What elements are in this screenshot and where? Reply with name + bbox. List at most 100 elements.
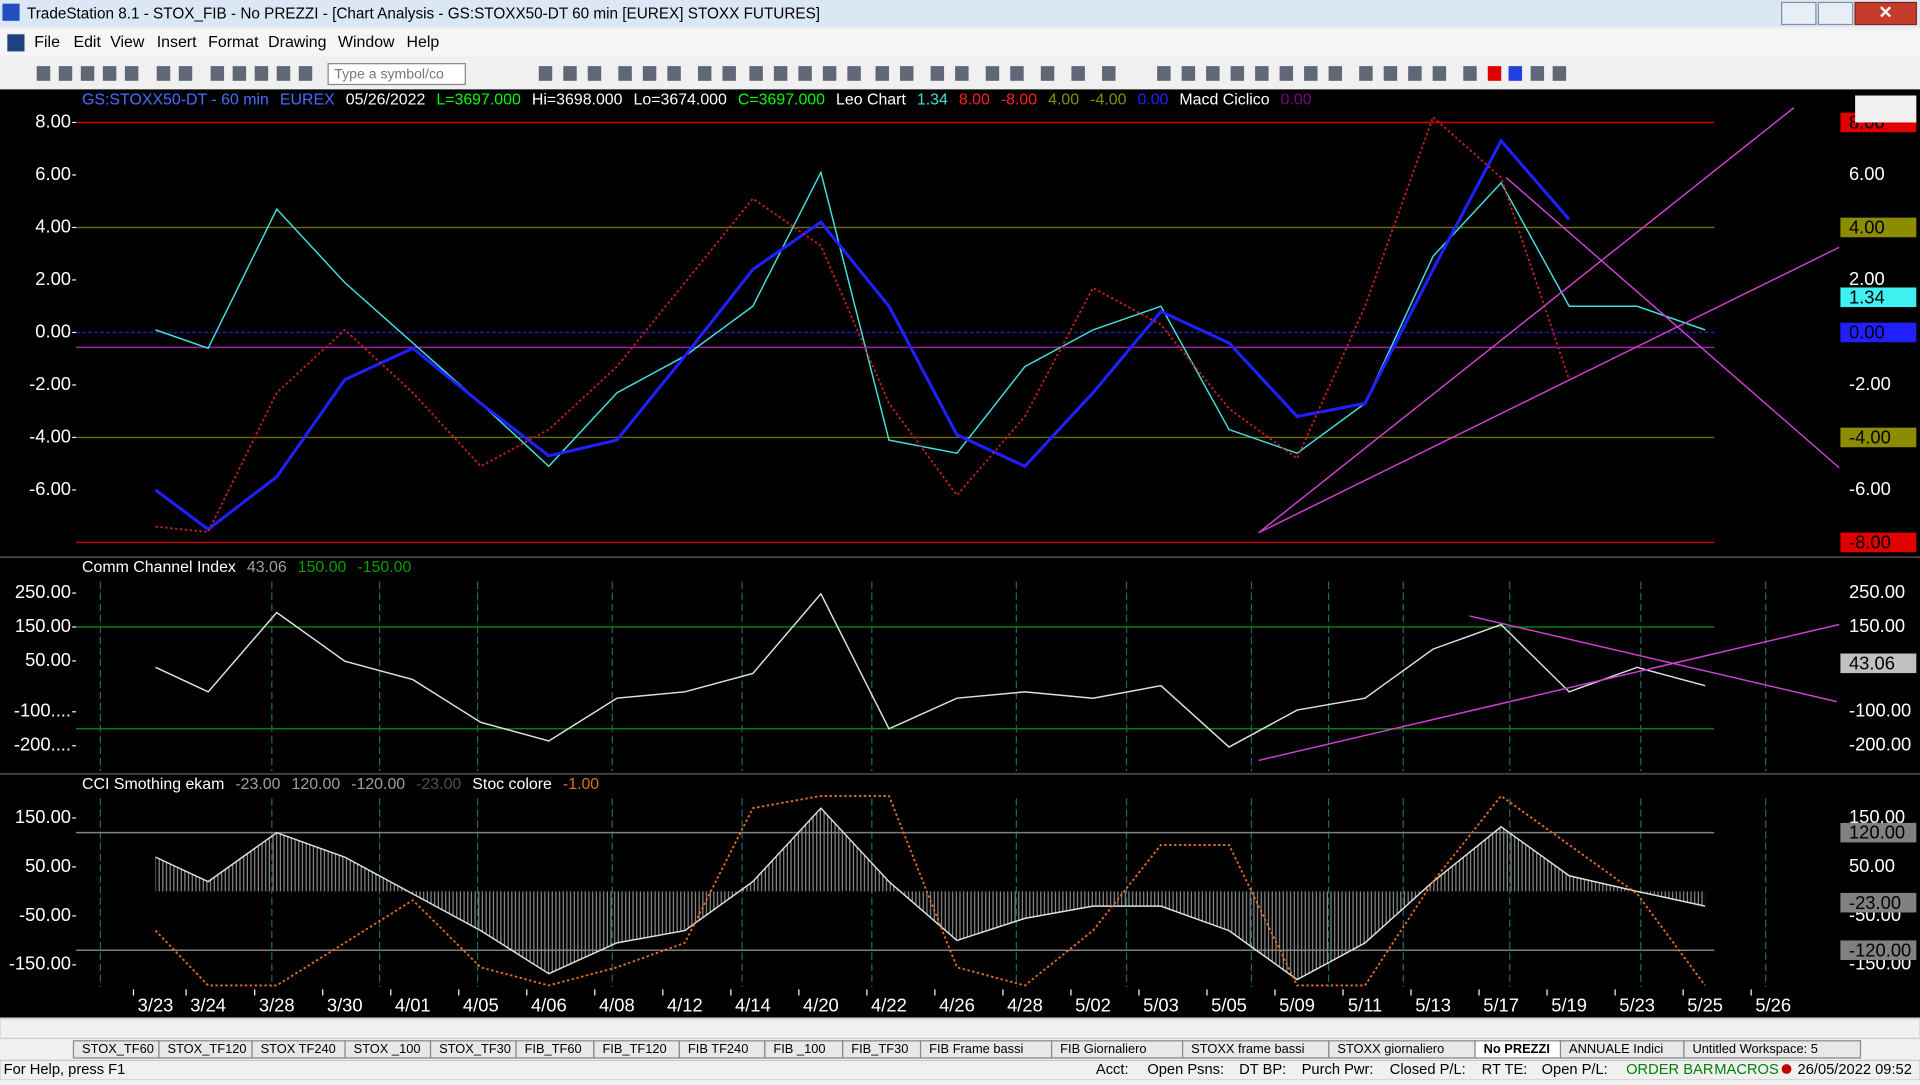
x-tick-label: 4/06: [531, 994, 567, 1015]
header-item: EUREX: [280, 92, 335, 109]
menu-item[interactable]: Insert: [157, 34, 197, 51]
menu-item[interactable]: View: [110, 34, 145, 51]
x-tick-label: 5/09: [1279, 994, 1315, 1015]
y-tick-label: 50.00: [25, 649, 71, 670]
value-box-label: 4.00: [1849, 217, 1885, 238]
header-item: 150.00: [298, 559, 347, 576]
series-line: [155, 170, 1706, 468]
menu-item[interactable]: Format: [208, 34, 259, 51]
tab-label: STOX _100: [354, 1041, 421, 1056]
x-tick-label: 5/13: [1415, 994, 1451, 1015]
tab-label: STOX_TF120: [168, 1041, 247, 1056]
y-tick-label: 6.00: [35, 163, 71, 184]
x-tick-label: 3/30: [327, 994, 363, 1015]
x-tick-label: 4/08: [599, 994, 635, 1015]
y-tick-label: -2.00: [29, 373, 71, 394]
y-tick-label: 150.00: [15, 806, 71, 827]
panel-header: Comm Channel Index 43.06 150.00 -150.00: [82, 559, 411, 576]
value-box: [1840, 217, 1917, 238]
y-tick-label: 8.00: [35, 110, 71, 131]
doc-icon: [7, 34, 25, 52]
tab-label: STOX TF240: [261, 1041, 336, 1056]
status-field: Closed P/L:: [1390, 1062, 1466, 1078]
tab-label: Untitled Workspace: 5: [1692, 1041, 1817, 1056]
y-tick-label: 50.00: [25, 855, 71, 876]
y-tick-label-right: -100.00: [1849, 700, 1911, 721]
x-tick-label: 5/02: [1075, 994, 1111, 1015]
x-tick-label: 4/05: [463, 994, 499, 1015]
header-item: 05/26/2022: [346, 92, 426, 109]
y-tick-label-right: 250.00: [1849, 581, 1905, 602]
value-box: [1840, 427, 1917, 448]
horizontal-scrollbar[interactable]: [0, 1018, 1920, 1039]
symbol-input[interactable]: [327, 63, 466, 86]
value-box: [1840, 892, 1917, 913]
menu-item[interactable]: File: [34, 34, 60, 51]
panel-header: CCI Smothing ekam -23.00 120.00 -120.00 -23.…: [82, 776, 599, 793]
y-tick-label: -4.00: [29, 425, 71, 446]
series-line: [155, 115, 1571, 533]
x-tick-label: 4/01: [395, 994, 431, 1015]
close-icon: ✕: [1879, 2, 1893, 22]
app-icon: [2, 3, 20, 21]
status-field: DT BP:: [1239, 1062, 1286, 1078]
x-tick-label: 4/22: [871, 994, 907, 1015]
x-tick-label: 4/28: [1007, 994, 1043, 1015]
charts: 8.00 6.00 4.00 2.00 0.00 -2.00 -4.00 -6.00 8.00 6…: [0, 92, 1920, 1015]
y-tick-label-right: -200.00: [1849, 734, 1911, 755]
value-box: [1840, 287, 1917, 308]
value-box-label: -23.00: [1849, 892, 1901, 913]
close-button[interactable]: [1854, 1, 1917, 26]
series-line: [154, 138, 1571, 532]
status-field: RT TE:: [1482, 1062, 1528, 1078]
value-box: [1840, 940, 1917, 960]
value-box: [1840, 322, 1917, 343]
histogram-area: [155, 808, 1706, 980]
y-tick-label-right: 150.00: [1849, 615, 1905, 636]
x-tick-label: 3/28: [259, 994, 295, 1015]
menu-item[interactable]: Edit: [73, 34, 101, 51]
tab-label: ANNUALE Indici: [1569, 1041, 1663, 1056]
header-item: 8.00: [959, 92, 990, 109]
x-tick-label: 5/23: [1619, 994, 1655, 1015]
sub-window-controls[interactable]: [1855, 95, 1917, 123]
tab-label: No PREZZI: [1484, 1041, 1550, 1056]
status-help: For Help, press F1: [4, 1062, 126, 1078]
menu-item[interactable]: Drawing: [268, 34, 326, 51]
y-tick-label: -50.00: [19, 904, 71, 925]
macros[interactable]: MACROS: [1714, 1062, 1779, 1078]
value-box-label: -120.00: [1849, 939, 1911, 960]
value-box-label: 120.00: [1849, 822, 1905, 843]
y-tick-label-right: 150.00: [1849, 806, 1905, 827]
minimize-button[interactable]: [1781, 1, 1817, 26]
header-item: GS:STOXX50-DT - 60 min: [82, 92, 269, 109]
value-box-label: -4.00: [1849, 427, 1891, 448]
series-line: [155, 592, 1706, 748]
menu-item[interactable]: Help: [407, 34, 440, 51]
header-item: 120.00: [292, 776, 341, 793]
y-tick-label-right: -6.00: [1849, 478, 1891, 499]
tab-label: FIB _100: [773, 1041, 825, 1056]
value-box-label: 1.34: [1849, 286, 1885, 307]
x-tick-label: 5/05: [1211, 994, 1247, 1015]
header-item: 4.00: [1048, 92, 1079, 109]
menu: File Edit View Insert Format Drawing Window Hel…: [34, 34, 439, 51]
status-led: [1781, 1064, 1792, 1074]
tab-label: FIB_TF30: [851, 1041, 908, 1056]
tab[interactable]: [1683, 1040, 1862, 1059]
toolbar-icons: [36, 66, 1567, 81]
value-box-label: 43.06: [1849, 652, 1895, 673]
panel-header: GS:STOXX50-DT - 60 min EUREX 05/26/2022 L=3…: [82, 92, 1312, 109]
y-tick-label: -150.00: [9, 953, 71, 974]
x-tick-label: 3/24: [190, 994, 226, 1015]
maximize-button[interactable]: [1817, 1, 1854, 26]
header-item: 43.06: [247, 559, 287, 576]
header-item: Macd Ciclico: [1179, 92, 1269, 109]
menu-item[interactable]: Window: [338, 34, 395, 51]
order-bar[interactable]: ORDER BAR: [1626, 1062, 1713, 1078]
trendlines: [1258, 107, 1840, 762]
x-tick-label: 5/11: [1348, 994, 1382, 1015]
x-tick-label: 3/23: [138, 994, 174, 1015]
y-tick-label: -200....: [14, 734, 71, 755]
